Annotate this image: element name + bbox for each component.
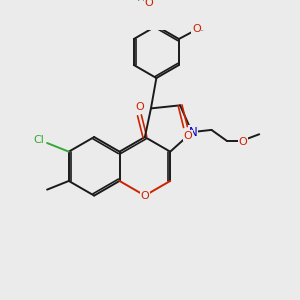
Text: N: N xyxy=(189,126,197,139)
Text: O: O xyxy=(183,131,192,141)
Text: Cl: Cl xyxy=(33,135,44,145)
Text: O: O xyxy=(192,24,201,34)
Text: H: H xyxy=(137,0,146,3)
Text: O: O xyxy=(140,190,149,201)
Text: O: O xyxy=(135,102,144,112)
Text: O: O xyxy=(238,137,247,147)
Text: O: O xyxy=(144,0,153,8)
